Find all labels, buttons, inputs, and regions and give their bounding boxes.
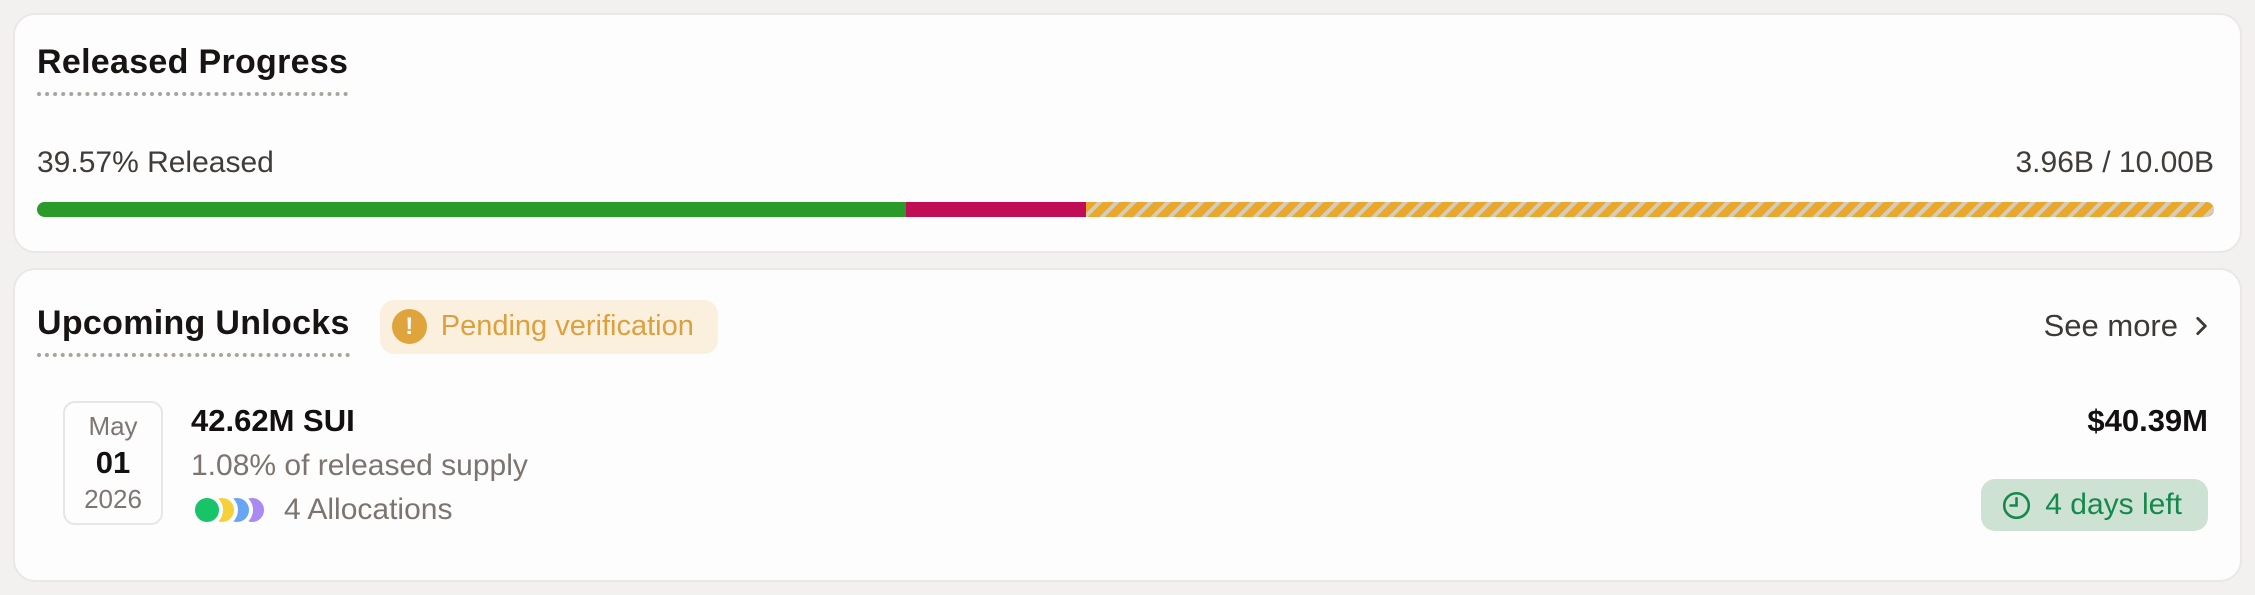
pending-verification-badge: ! Pending verification xyxy=(379,299,718,354)
allocations-row: 4 Allocations xyxy=(191,493,528,527)
progress-labels-row: 39.57% Released 3.96B / 10.00B xyxy=(37,146,2214,180)
pending-verification-label: Pending verification xyxy=(440,310,694,342)
unlock-date-year: 2026 xyxy=(84,483,142,514)
unlock-right-column: $40.39M 4 days left xyxy=(1981,401,2208,531)
upcoming-unlocks-card: Upcoming Unlocks ! Pending verification … xyxy=(13,268,2242,582)
progress-segment-unreleased xyxy=(1086,202,2214,217)
unlock-row[interactable]: May 01 2026 42.62M SUI 1.08% of released… xyxy=(37,401,2214,531)
allocations-label: 4 Allocations xyxy=(284,493,453,526)
allocation-dot xyxy=(191,494,223,526)
chevron-right-icon xyxy=(2188,311,2214,341)
unlock-amount: 42.62M SUI xyxy=(191,403,355,438)
released-ratio-label: 3.96B / 10.00B xyxy=(2015,146,2215,179)
see-more-button[interactable]: See more xyxy=(2044,308,2214,344)
progress-segment-pending xyxy=(905,202,1087,217)
unlock-supply-share: 1.08% of released supply xyxy=(191,449,528,482)
released-progress-card: Released Progress 39.57% Released 3.96B … xyxy=(13,13,2242,253)
allocation-dots xyxy=(191,494,268,526)
unlock-date-month: May xyxy=(88,411,138,442)
unlock-date-box: May 01 2026 xyxy=(63,401,163,525)
days-left-badge: 4 days left xyxy=(1981,479,2208,531)
see-more-label: See more xyxy=(2043,307,2178,343)
progress-segment-released xyxy=(37,202,906,217)
unlock-date-day: 01 xyxy=(95,445,131,481)
released-progress-title[interactable]: Released Progress xyxy=(37,43,349,96)
released-percent-label: 39.57% Released xyxy=(37,146,274,179)
days-left-label: 4 days left xyxy=(2045,488,2182,521)
upcoming-unlocks-header: Upcoming Unlocks ! Pending verification … xyxy=(37,299,2214,357)
unlock-details: 42.62M SUI 1.08% of released supply 4 Al… xyxy=(191,401,528,529)
exclamation-circle-icon: ! xyxy=(391,309,427,344)
unlock-usd-value: $40.39M xyxy=(2087,403,2208,438)
clock-icon xyxy=(2001,490,2032,521)
released-progress-bar xyxy=(37,202,2214,217)
upcoming-unlocks-title[interactable]: Upcoming Unlocks xyxy=(37,304,350,357)
